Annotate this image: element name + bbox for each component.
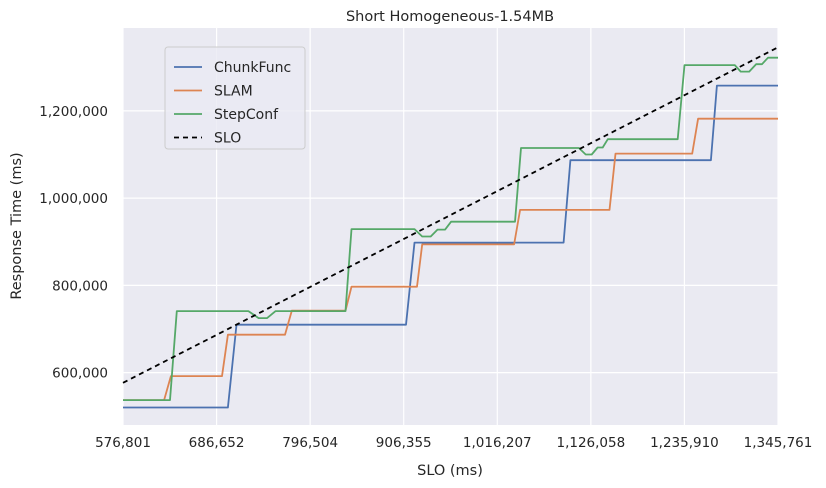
chart-title: Short Homogeneous-1.54MB — [346, 9, 554, 25]
x-tick-label: 1,235,910 — [650, 435, 719, 451]
y-tick-labels: 600,000 800,000 1,000,000 1,200,000 — [39, 104, 108, 382]
y-axis-title: Response Time (ms) — [9, 152, 25, 299]
x-tick-label: 576,801 — [95, 435, 151, 451]
series-line-slo — [122, 46, 779, 384]
legend-label: StepConf — [214, 107, 279, 123]
x-tick-label: 1,126,058 — [556, 435, 625, 451]
series-line-chunkfunc — [123, 84, 778, 409]
y-tick-label: 600,000 — [52, 366, 108, 382]
legend-box — [164, 46, 306, 150]
series-group — [122, 46, 779, 409]
x-tick-label: 1,345,761 — [744, 435, 813, 451]
x-tick-label: 1,016,207 — [463, 435, 532, 451]
x-axis-title: SLO (ms) — [417, 463, 483, 479]
legend: ChunkFunc SLAM StepConf SLO — [164, 46, 306, 150]
y-tick-label: 800,000 — [52, 278, 108, 294]
legend-label: SLO — [214, 131, 241, 147]
x-tick-label: 906,355 — [376, 435, 432, 451]
legend-label: ChunkFunc — [214, 60, 291, 76]
y-tick-label: 1,000,000 — [39, 191, 108, 207]
legend-label: SLAM — [214, 84, 253, 100]
y-tick-label: 1,200,000 — [39, 104, 108, 120]
series-line-slam — [123, 117, 778, 401]
x-tick-label: 796,504 — [282, 435, 338, 451]
x-tick-labels: 576,801 686,652 796,504 906,355 1,016,207 1,1… — [95, 435, 812, 451]
series-line-stepconf — [123, 56, 778, 401]
x-tick-label: 686,652 — [189, 435, 245, 451]
